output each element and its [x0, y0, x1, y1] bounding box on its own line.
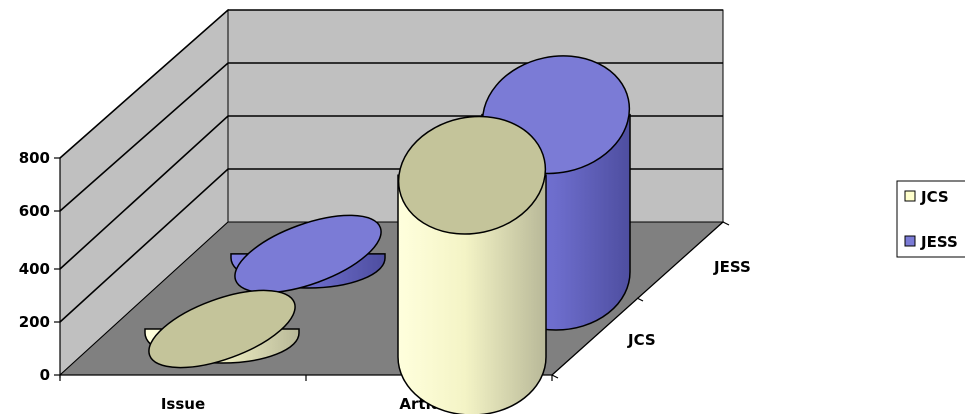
legend-swatch-jcs: [904, 190, 916, 202]
legend: JCS JESS: [896, 180, 965, 258]
legend-swatch-jess: [904, 235, 916, 247]
y-tick-label: 400: [19, 260, 50, 278]
cylinder-jcs-artides: [397, 115, 547, 414]
cylinder-jess-issue: [230, 214, 386, 294]
legend-label-jess: JESS: [920, 233, 958, 251]
cylinder-top: [148, 289, 296, 369]
y-tick-label: 800: [19, 149, 50, 167]
chart-marks: [144, 55, 631, 414]
y-tick-label: 0: [40, 366, 50, 384]
depth-label: JESS: [713, 258, 751, 276]
cylinder-top: [397, 115, 547, 235]
cylinder-body: [397, 174, 547, 414]
y-tick-label: 600: [19, 202, 50, 220]
gridline: [59, 9, 723, 159]
y-axis: [54, 157, 61, 378]
y-tick-label: 200: [19, 313, 50, 331]
legend-label-jcs: JCS: [920, 188, 949, 206]
depth-label: JCS: [627, 331, 656, 349]
cylinder-jcs-issue: [144, 289, 300, 369]
depth-axis: [551, 221, 730, 379]
x-category-label: Issue: [161, 395, 205, 413]
cylinder-top: [234, 214, 382, 294]
